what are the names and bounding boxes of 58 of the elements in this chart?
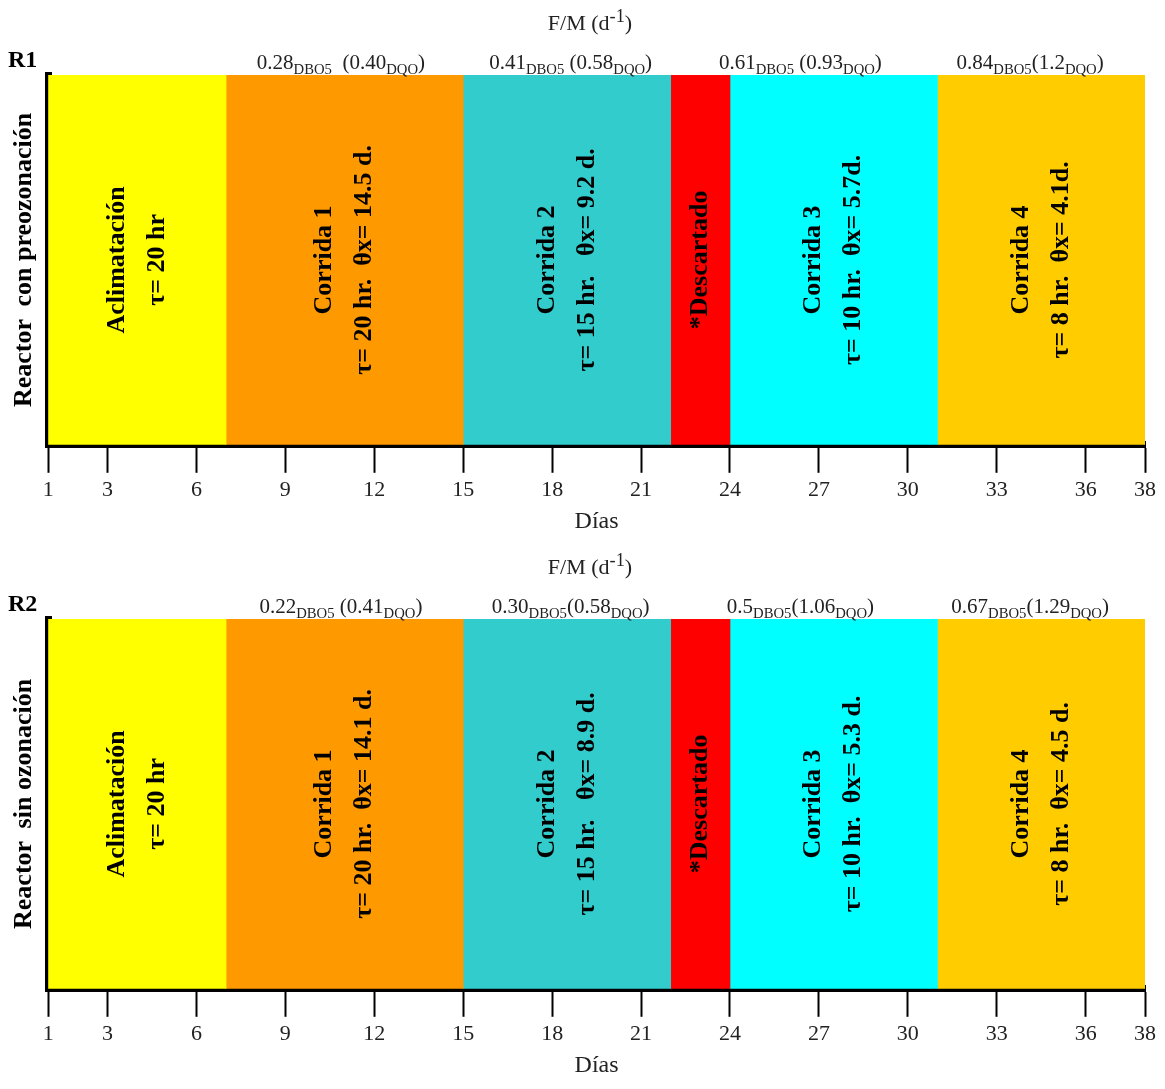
x-axis-title: Días	[574, 1050, 619, 1077]
x-tick-label: 36	[1074, 1019, 1097, 1045]
x-tick-label: 1	[42, 475, 54, 501]
x-tick-label: 38	[1134, 1019, 1156, 1045]
text: R1	[8, 46, 38, 72]
y-axis-title: Reactor sin ozonación	[8, 678, 38, 929]
x-tick-label: 9	[279, 475, 291, 501]
x-tick-label: 18	[541, 1019, 564, 1045]
bar	[225, 619, 464, 989]
bar	[729, 75, 938, 445]
x-tick-label: 6	[190, 1019, 202, 1045]
bar	[937, 75, 1145, 445]
x-tick-label: 18	[541, 475, 564, 501]
x-tick-label: 15	[452, 475, 475, 501]
x-tick-label: 3	[101, 475, 113, 501]
x-tick-label: 24	[718, 1019, 741, 1045]
series-label: Corrida 2 τ= 15 hr. θx= 9.2 d.	[530, 148, 600, 372]
bar	[729, 619, 938, 989]
series-label: Aclimatación τ= 20 hr	[100, 729, 170, 878]
bar	[462, 75, 672, 445]
series-label: Corrida 1 τ= 20 hr. θx= 14.5 d.	[308, 145, 378, 375]
x-tick-label: 33	[985, 475, 1008, 501]
bar	[937, 619, 1145, 989]
x-tick-label: 27	[807, 1019, 830, 1045]
x-tick-label: 12	[363, 475, 386, 501]
y-axis-title: Reactor con preozonación	[8, 112, 38, 408]
chart-title: F/M (d$^{-1}$)	[546, 6, 634, 37]
x-tick-label: 9	[279, 1019, 291, 1045]
series-label: Corrida 4 τ= 8 hr. θx= 4.1d.	[1004, 161, 1074, 359]
series-label: Corrida 3 τ= 10 hr. θx= 5.7d.	[797, 154, 867, 366]
x-tick-label: 27	[807, 475, 830, 501]
x-tick-label: 30	[896, 1019, 919, 1045]
x-tick-label: 21	[630, 1019, 653, 1045]
series-label: Corrida 2 τ= 15 hr. θx= 8.9 d.	[530, 692, 600, 916]
x-axis-title: Días	[574, 506, 619, 533]
x-tick-label: 6	[190, 475, 202, 501]
x-tick-label: 30	[896, 475, 919, 501]
bar	[670, 619, 731, 989]
series-label: *Descartado	[684, 734, 714, 874]
series-label: Aclimatación τ= 20 hr	[100, 185, 170, 334]
series-label: Corrida 3 τ= 10 hr. θx= 5.3 d.	[797, 695, 867, 913]
bar	[225, 75, 464, 445]
chart-title: F/M (d$^{-1}$)	[546, 550, 634, 581]
text: R2	[8, 590, 38, 616]
x-tick-label: 24	[718, 475, 741, 501]
x-tick-label: 12	[363, 1019, 386, 1045]
x-tick-label: 1	[42, 1019, 54, 1045]
x-tick-label: 36	[1074, 475, 1097, 501]
x-tick-label: 3	[101, 1019, 113, 1045]
x-tick-label: 15	[452, 1019, 475, 1045]
bar	[670, 75, 731, 445]
series-label: Corrida 4 τ= 8 hr. θx= 4.5 d.	[1004, 702, 1074, 906]
x-tick-label: 21	[630, 475, 653, 501]
series-label: *Descartado	[684, 190, 714, 330]
bar	[462, 619, 672, 989]
x-tick-label: 38	[1134, 475, 1156, 501]
series-label: Corrida 1 τ= 20 hr. θx= 14.1 d.	[308, 689, 378, 919]
x-tick-label: 33	[985, 1019, 1008, 1045]
